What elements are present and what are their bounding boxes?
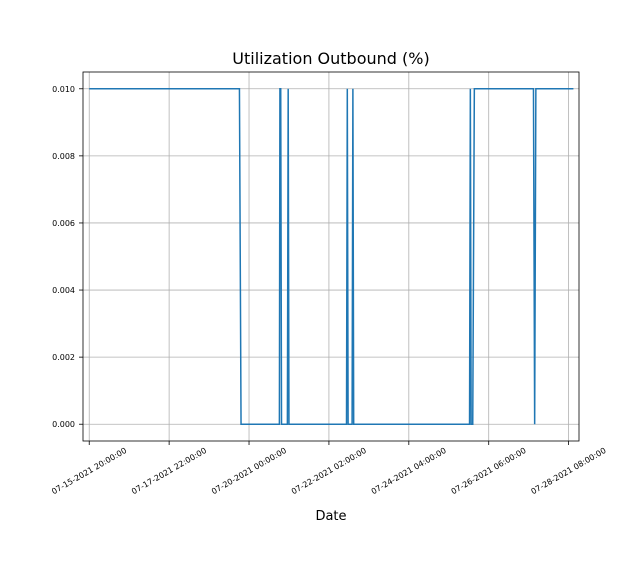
y-tick-label: 0.004 bbox=[52, 286, 75, 295]
x-tick-label: 07-15-2021 20:00:00 bbox=[50, 446, 128, 496]
y-tick-label: 0.008 bbox=[52, 152, 75, 161]
x-tick-label: 07-22-2021 02:00:00 bbox=[290, 446, 368, 496]
x-axis-label: Date bbox=[315, 509, 346, 524]
y-tick-label: 0.002 bbox=[52, 353, 75, 362]
series-line bbox=[89, 88, 574, 425]
y-axis-ticks: 0.000 0.002 0.004 0.006 0.008 0.010 bbox=[52, 85, 83, 429]
x-tick-label: 07-24-2021 04:00:00 bbox=[370, 446, 448, 496]
y-tick-label: 0.010 bbox=[52, 85, 75, 94]
x-tick-label: 07-28-2021 08:00:00 bbox=[530, 446, 608, 496]
x-tick-label: 07-20-2021 00:00:00 bbox=[210, 446, 288, 496]
x-tick-label: 07-17-2021 22:00:00 bbox=[130, 446, 208, 496]
grid bbox=[83, 72, 579, 441]
y-tick-label: 0.000 bbox=[52, 420, 75, 429]
x-tick-label: 07-26-2021 06:00:00 bbox=[450, 446, 528, 496]
x-axis-ticks: 07-15-2021 20:00:00 07-17-2021 22:00:00 07… bbox=[50, 441, 608, 496]
plot-frame bbox=[82, 71, 580, 442]
y-tick-label: 0.006 bbox=[52, 219, 75, 228]
chart-title: Utilization Outbound (%) bbox=[232, 49, 429, 68]
